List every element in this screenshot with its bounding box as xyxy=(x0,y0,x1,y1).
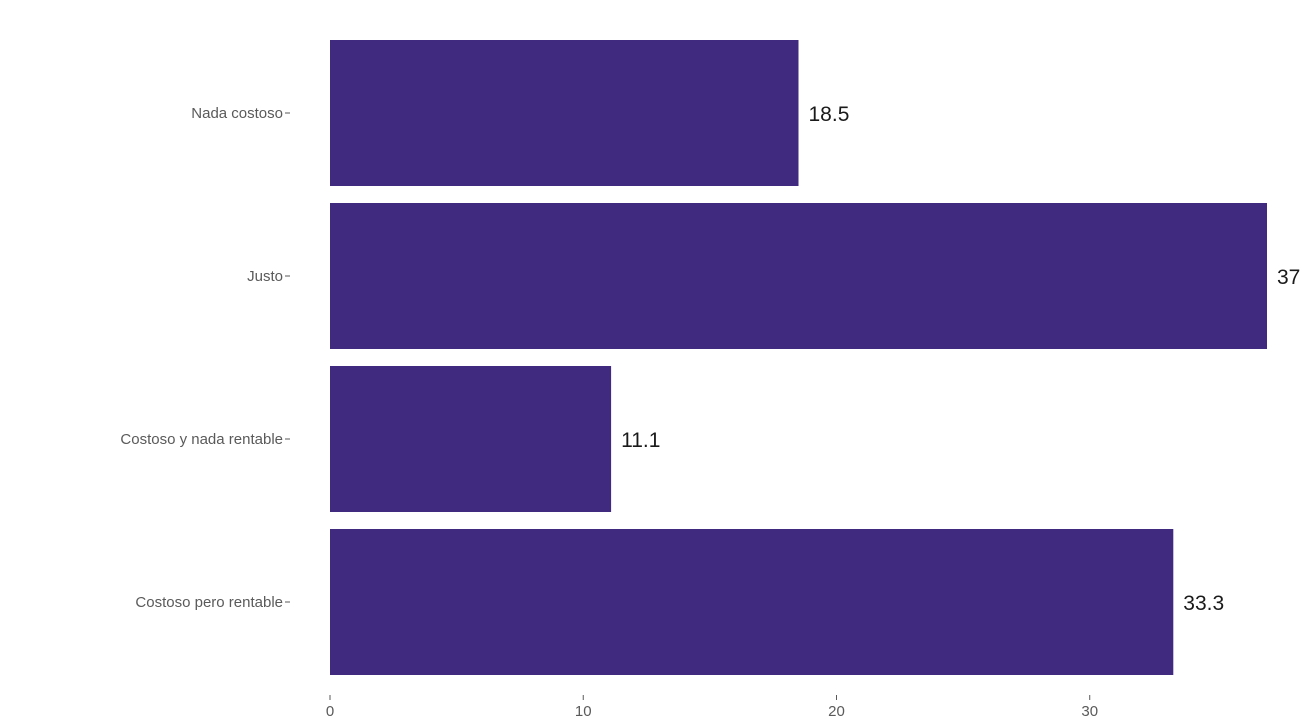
bars-group xyxy=(330,40,1267,675)
x-tick-label: 10 xyxy=(575,703,592,720)
category-label: Costoso pero rentable xyxy=(135,594,283,611)
value-label: 18.5 xyxy=(809,103,850,126)
category-label: Justo xyxy=(247,268,283,285)
value-label: 11.1 xyxy=(621,429,660,452)
category-label: Costoso y nada rentable xyxy=(120,431,283,448)
bar-nada-costoso xyxy=(330,40,799,186)
category-labels-group: Nada costoso Justo Costoso y nada rentable… xyxy=(120,105,290,611)
value-labels-group: 18.5 37 11.1 33.3 xyxy=(621,103,1300,615)
bar-costoso-y-nada-rentable xyxy=(330,366,612,512)
x-axis: 0 10 20 30 xyxy=(326,695,1098,720)
bar-costoso-pero-rentable xyxy=(330,529,1174,675)
bar-justo xyxy=(330,203,1267,349)
category-label: Nada costoso xyxy=(191,105,283,122)
value-label: 37 xyxy=(1277,266,1300,289)
x-tick-label: 30 xyxy=(1081,703,1098,720)
x-tick-label: 0 xyxy=(326,703,334,720)
x-tick-label: 20 xyxy=(828,703,845,720)
value-label: 33.3 xyxy=(1183,592,1224,615)
